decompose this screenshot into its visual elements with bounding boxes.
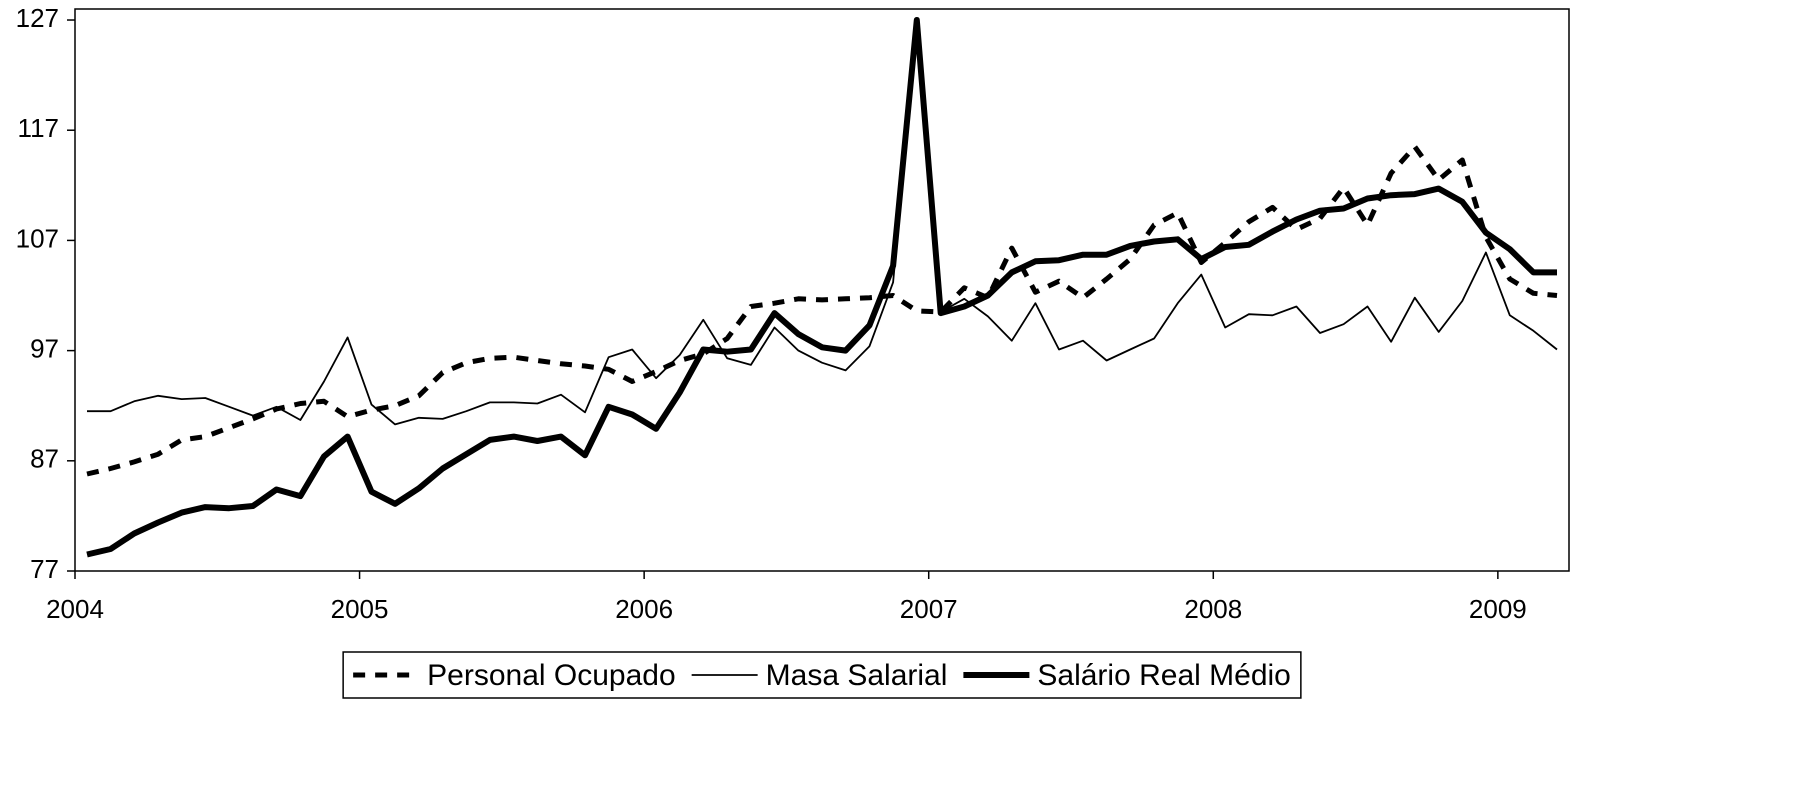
x-tick-label: 2008 bbox=[1184, 594, 1242, 624]
series-line bbox=[86, 17, 1557, 558]
x-tick-label: 2005 bbox=[331, 594, 389, 624]
plot-frame bbox=[74, 8, 1570, 572]
x-tick-label: 2007 bbox=[900, 594, 958, 624]
y-tick-label: 87 bbox=[30, 444, 59, 474]
legend-box bbox=[342, 651, 1302, 699]
y-tick-label: 107 bbox=[16, 223, 59, 253]
series-line bbox=[87, 24, 1558, 426]
x-tick-label: 2004 bbox=[46, 594, 104, 624]
y-tick-label: 117 bbox=[18, 113, 59, 143]
legend-label: Salário Real Médio bbox=[1037, 659, 1290, 692]
y-tick-label: 127 bbox=[16, 3, 59, 33]
y-tick-label: 77 bbox=[30, 554, 59, 584]
legend-label: Personal Ocupado bbox=[427, 659, 676, 692]
y-tick-label: 97 bbox=[30, 333, 59, 363]
x-tick-label: 2006 bbox=[615, 594, 673, 624]
series-line bbox=[86, 144, 1558, 477]
x-tick-label: 2009 bbox=[1469, 594, 1527, 624]
legend-label: Masa Salarial bbox=[766, 659, 948, 692]
